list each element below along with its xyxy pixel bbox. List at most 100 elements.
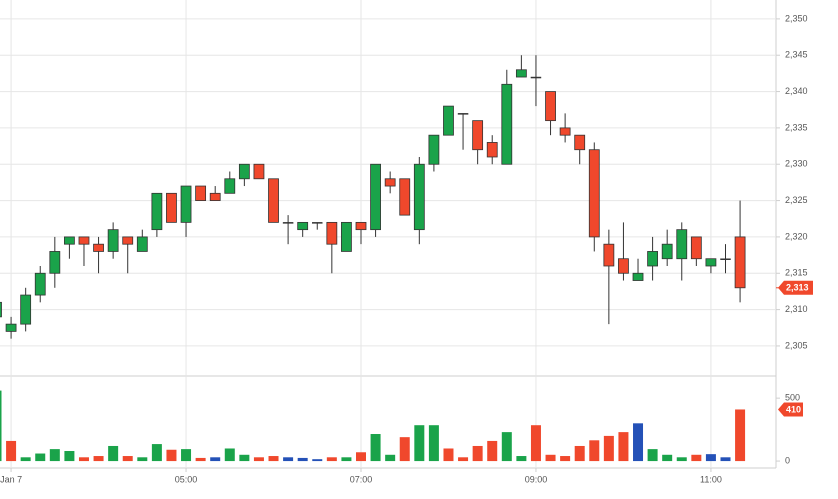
candle-body: [486, 142, 498, 158]
candle-body: [734, 236, 746, 289]
candle-body: [5, 323, 17, 332]
y-tick-label: 2,305: [785, 340, 808, 350]
volume-bar: [705, 454, 716, 462]
volume-bar: [93, 456, 104, 462]
candle-body: [107, 229, 119, 252]
volume-bar: [283, 457, 294, 462]
candle-body: [501, 83, 513, 165]
candle-body: [224, 178, 236, 194]
candle-body: [632, 272, 644, 281]
candle-body: [253, 163, 265, 180]
y-tick-label: 2,310: [785, 304, 808, 314]
volume-bar: [151, 444, 162, 462]
volume-bar: [647, 449, 658, 462]
last-volume-label: 410: [786, 404, 801, 414]
candle-body: [472, 120, 484, 151]
volume-bar: [560, 456, 571, 462]
volume-bar: [691, 454, 702, 462]
candle-body: [297, 221, 309, 231]
candle-body: [312, 222, 323, 224]
candle-body: [195, 185, 207, 201]
volume-bar: [181, 449, 192, 462]
volume-bar: [35, 453, 46, 462]
volume-bar: [253, 457, 264, 462]
volume-bar: [720, 457, 731, 462]
candle-body: [690, 236, 702, 260]
volume-bar: [530, 425, 541, 462]
candle-body: [180, 185, 192, 223]
volume-bar: [210, 457, 221, 462]
candle-body: [705, 258, 717, 267]
volume-bar: [472, 445, 483, 462]
volume-tick-label: 500: [785, 393, 800, 403]
candle-body: [399, 178, 411, 216]
candle-body: [384, 178, 396, 187]
last-price-label: 2,313: [786, 283, 809, 293]
candle-body: [515, 69, 527, 78]
volume-bar: [268, 456, 279, 462]
volume-bar: [603, 435, 614, 462]
candle-body: [341, 221, 352, 252]
volume-bar: [662, 454, 673, 462]
candle-body: [268, 178, 279, 223]
y-tick-label: 2,335: [785, 122, 808, 132]
x-tick-label: 11:00: [700, 474, 722, 484]
volume-bar: [633, 423, 644, 462]
volume-bar: [356, 452, 366, 462]
x-tick-label: 09:00: [525, 474, 548, 484]
volume-bar: [399, 437, 410, 462]
volume-bar: [166, 449, 177, 462]
y-tick-label: 2,330: [785, 159, 808, 169]
y-tick-label: 2,320: [785, 231, 808, 241]
volume-bar: [297, 457, 308, 462]
candle-body: [457, 113, 469, 115]
volume-tick-label: 0: [785, 455, 790, 465]
candle-body: [530, 76, 542, 79]
candle-body: [720, 258, 731, 260]
volume-bar: [443, 448, 454, 462]
candle-body: [49, 251, 61, 274]
x-tick-label: Jan 7: [0, 474, 22, 484]
candle-body: [574, 134, 586, 151]
candle-body: [559, 127, 571, 136]
candle-body: [20, 294, 32, 325]
volume-bar: [574, 445, 585, 462]
volume-bar: [414, 425, 425, 462]
volume-bar: [428, 425, 439, 462]
candle-body: [93, 243, 104, 252]
x-tick-label: 07:00: [350, 474, 373, 484]
volume-bar: [239, 454, 250, 462]
volume-bar: [6, 440, 17, 462]
y-tick-label: 2,350: [785, 13, 808, 23]
volume-bar: [0, 390, 2, 462]
volume-bar: [49, 449, 60, 462]
candle-body: [209, 192, 221, 201]
volume-bar: [108, 445, 119, 462]
candle-body: [603, 243, 615, 267]
volume-bar: [326, 457, 337, 462]
volume-bar: [589, 440, 600, 462]
x-tick-label: 05:00: [175, 474, 198, 484]
volume-bar: [20, 457, 31, 462]
volume-bar: [64, 451, 75, 462]
candle-body: [443, 105, 454, 136]
volume-bar: [341, 457, 352, 462]
volume-bar: [735, 409, 746, 462]
candle-body: [661, 243, 673, 260]
candle-body: [64, 236, 75, 245]
candle-body: [282, 222, 294, 224]
y-tick-label: 2,340: [785, 86, 808, 96]
volume-bar: [676, 457, 687, 462]
y-tick-label: 2,315: [785, 268, 808, 278]
volume-bar: [122, 456, 133, 462]
candle-body: [428, 134, 440, 165]
volume-bar: [224, 448, 235, 462]
volume-bar: [385, 454, 396, 462]
volume-bar: [545, 454, 556, 462]
volume-bar: [487, 440, 498, 462]
volume-bar: [458, 457, 469, 462]
volume-bar: [195, 457, 206, 462]
candle-body: [676, 229, 688, 260]
